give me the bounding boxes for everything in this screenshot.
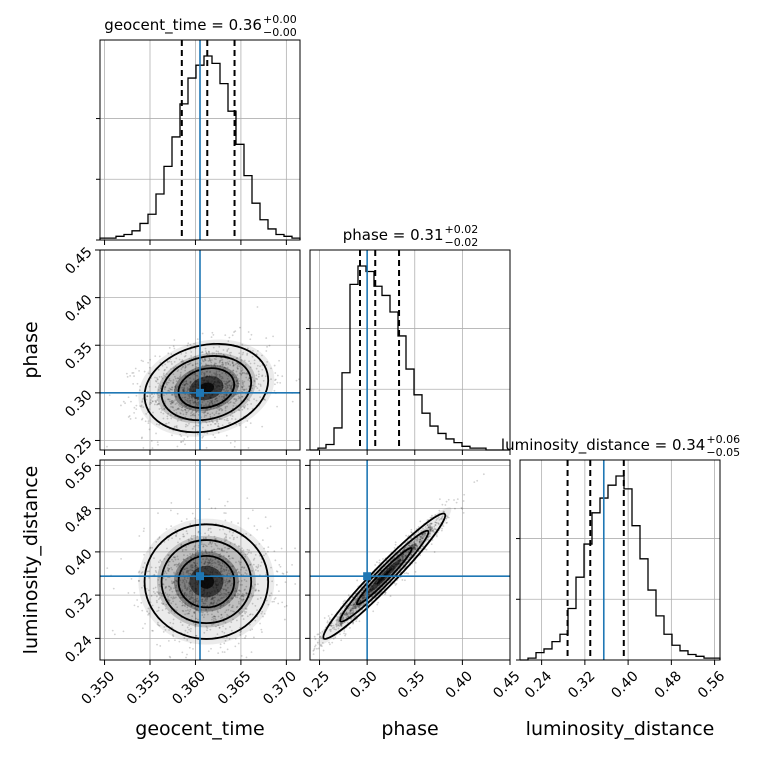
contour <box>177 367 236 409</box>
svg-text:−0.00: −0.00 <box>263 26 297 39</box>
ytick-label: 0.25 <box>62 435 95 468</box>
xtick-label: 0.48 <box>652 668 685 701</box>
ytick-label: 0.56 <box>62 460 95 493</box>
ytick-label: 0.35 <box>62 340 95 373</box>
contour <box>355 547 413 606</box>
svg-text:−0.05: −0.05 <box>706 446 740 459</box>
svg-text:geocent_time = 0.36: geocent_time = 0.36 <box>104 16 262 35</box>
ytick-label: 0.40 <box>62 546 95 579</box>
panel-frame <box>99 249 301 451</box>
scatter-luminosity_distance-vs-phase <box>310 460 510 660</box>
xtick-label: 0.24 <box>522 668 555 701</box>
xtick-label: 0.30 <box>347 668 380 701</box>
svg-text:+0.06: +0.06 <box>706 433 740 446</box>
histogram-geocent_time <box>99 55 301 240</box>
truth-marker <box>196 388 204 397</box>
xtick-label: 0.360 <box>169 668 209 708</box>
xtick-label: 0.45 <box>490 668 523 701</box>
xtick-label: 0.32 <box>565 668 598 701</box>
scatter-phase-vs-geocent_time <box>100 250 300 450</box>
xtick-label: 0.350 <box>78 668 118 708</box>
contour <box>143 343 270 434</box>
scatter-luminosity_distance-vs-geocent_time <box>100 460 300 660</box>
histogram-frame-geocent_time <box>99 39 301 241</box>
contour <box>339 529 430 623</box>
ytick-label: 0.45 <box>62 244 95 277</box>
svg-text:−0.02: −0.02 <box>445 236 479 249</box>
x-axis-label: luminosity_distance <box>526 718 715 740</box>
histogram-title: phase = 0.31 +0.02−0.02 <box>343 223 479 249</box>
svg-text:phase = 0.31: phase = 0.31 <box>343 226 444 244</box>
ytick-label: 0.48 <box>62 503 95 536</box>
histogram-frame-phase <box>309 249 511 451</box>
xtick-label: 0.365 <box>215 668 255 708</box>
contour <box>160 539 253 625</box>
xtick-label: 0.40 <box>608 668 641 701</box>
ytick-label: 0.32 <box>62 589 95 622</box>
y-axis-label: luminosity_distance <box>20 466 42 655</box>
panel-frame <box>309 459 511 661</box>
xtick-label: 0.370 <box>260 668 300 708</box>
contour <box>160 355 253 422</box>
xtick-label: 0.355 <box>124 668 164 708</box>
gridlines <box>310 250 510 450</box>
xtick-label: 0.56 <box>695 668 728 701</box>
histogram-phase <box>310 265 510 451</box>
histogram-frame-luminosity_distance <box>519 459 721 661</box>
contour <box>143 523 270 640</box>
contour <box>322 512 447 640</box>
truth-marker <box>363 572 372 581</box>
ytick-label: 0.40 <box>62 292 95 325</box>
x-axis-label: geocent_time <box>135 718 264 740</box>
ytick-label: 0.30 <box>62 387 95 420</box>
svg-text:+0.02: +0.02 <box>445 223 479 236</box>
svg-text:+0.00: +0.00 <box>263 13 297 26</box>
xtick-label: 0.25 <box>300 668 333 701</box>
truth-marker <box>196 572 204 581</box>
y-axis-label: phase <box>20 321 42 378</box>
svg-text:luminosity_distance = 0.34: luminosity_distance = 0.34 <box>501 436 705 455</box>
xtick-label: 0.40 <box>443 668 476 701</box>
ytick-label: 0.24 <box>62 633 95 666</box>
histogram-title: geocent_time = 0.36 +0.00−0.00 <box>104 13 296 39</box>
gridlines <box>520 460 720 660</box>
histogram-title: luminosity_distance = 0.34 +0.06−0.05 <box>501 433 740 459</box>
histogram-luminosity_distance <box>520 475 721 661</box>
contour <box>177 554 236 609</box>
panel-frame <box>99 459 301 661</box>
xtick-label: 0.35 <box>395 668 428 701</box>
x-axis-label: phase <box>381 718 438 740</box>
